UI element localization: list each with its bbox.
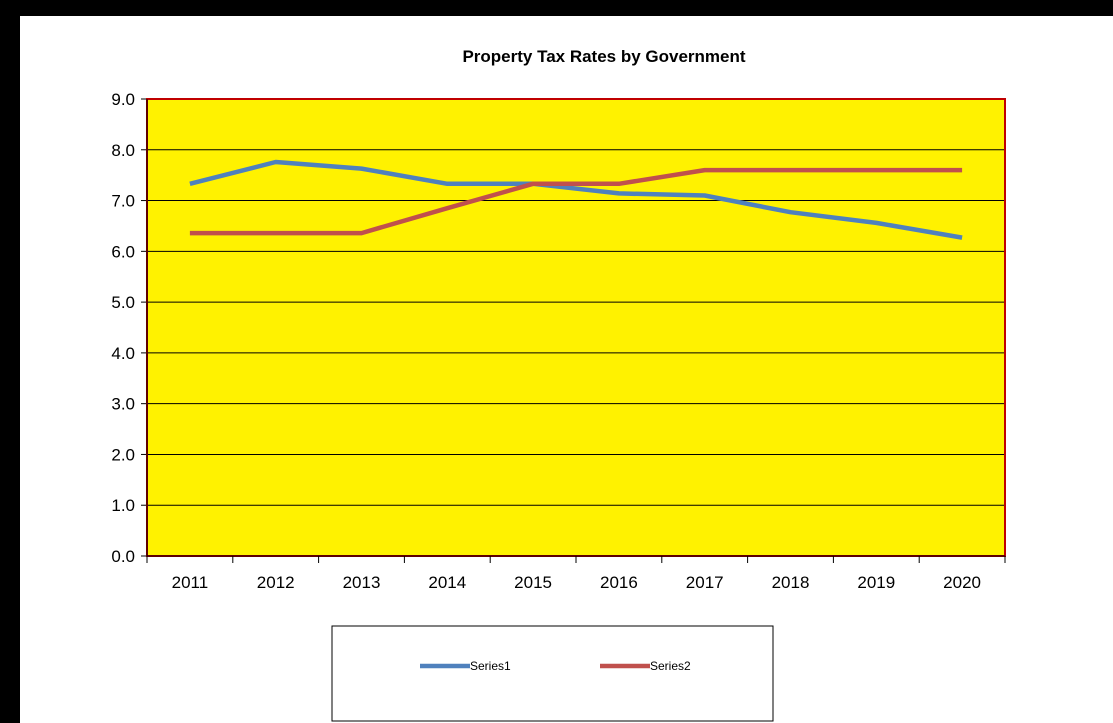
x-tick-label: 2013	[343, 573, 381, 592]
y-tick-label: 6.0	[111, 242, 135, 261]
y-tick-label: 3.0	[111, 395, 135, 414]
legend-box	[331, 625, 774, 722]
series-line-1	[189, 159, 963, 240]
x-tick-label: 2011	[172, 573, 209, 592]
x-tick-label: 2015	[514, 573, 552, 592]
y-tick-label: 4.0	[111, 344, 135, 363]
chart-area: Property Tax Rates by Government 0.0 1.0 2…	[20, 16, 1113, 723]
y-tick-label: 0.0	[111, 547, 135, 566]
legend-label-2: Series2	[650, 659, 691, 673]
x-tick-label: 2012	[257, 573, 295, 592]
x-tick-label: 2014	[428, 573, 466, 592]
series-line-2	[189, 167, 963, 236]
y-tick-label: 8.0	[111, 141, 135, 160]
x-tick-label: 2016	[600, 573, 638, 592]
y-tick-label: 5.0	[111, 293, 135, 312]
legend-label-1: Series1	[470, 659, 511, 673]
y-tick-label: 9.0	[111, 90, 135, 109]
y-tick-label: 1.0	[111, 496, 135, 515]
x-tick-label: 2017	[686, 573, 724, 592]
x-tick-label: 2020	[943, 573, 981, 592]
chart-title: Property Tax Rates by Government	[462, 47, 745, 66]
x-tick-label: 2019	[857, 573, 895, 592]
line-chart: Property Tax Rates by Government 0.0 1.0 2…	[111, 47, 1006, 722]
y-tick-label: 7.0	[111, 192, 135, 211]
plot-area	[147, 99, 1005, 556]
x-tick-label: 2018	[772, 573, 810, 592]
y-tick-label: 2.0	[111, 445, 135, 464]
